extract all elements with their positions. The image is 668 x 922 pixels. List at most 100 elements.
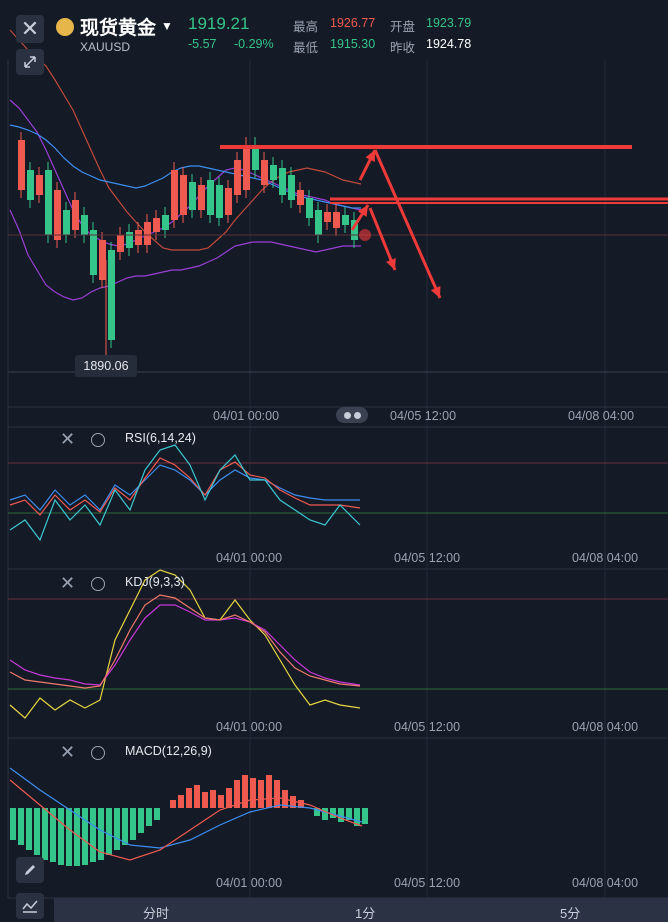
- kdj-k: [9, 604, 361, 686]
- macd-bar: [362, 808, 368, 824]
- macd-bar: [290, 796, 296, 808]
- close-icon[interactable]: ✕: [60, 429, 76, 449]
- candle-body: [54, 190, 61, 240]
- price-change: -5.57: [188, 37, 217, 51]
- candle-body: [135, 230, 142, 245]
- x-label: 04/08 04:00: [572, 551, 639, 565]
- dropdown-caret-icon[interactable]: ▼: [161, 19, 173, 33]
- rsi-line-24: [9, 464, 360, 511]
- indicator-icon: [22, 900, 38, 913]
- rsi-line-6: [9, 444, 361, 542]
- candle-body: [270, 165, 277, 180]
- period-tab-bar: [54, 898, 668, 922]
- candle-body: [198, 185, 205, 210]
- tab-1min[interactable]: 1分: [355, 906, 376, 921]
- current-price: 1919.21: [188, 14, 250, 33]
- candle-body: [189, 182, 196, 210]
- macd-bar: [146, 808, 152, 826]
- candle-body: [342, 215, 349, 225]
- arrow-head: [357, 205, 368, 217]
- macd-bar: [18, 808, 24, 845]
- candle-body: [252, 145, 259, 170]
- indicator-button[interactable]: [16, 893, 44, 919]
- high-value: 1926.77: [330, 16, 376, 30]
- arrow-head: [386, 258, 396, 270]
- candle-body: [297, 190, 304, 205]
- bb-lower: [9, 209, 361, 301]
- candle-body: [324, 212, 331, 222]
- rsi-line-14: [9, 457, 361, 516]
- gear-icon[interactable]: [91, 746, 105, 760]
- x-label: 04/01 00:00: [216, 720, 283, 734]
- candle-body: [234, 160, 241, 195]
- open-value: 1923.79: [426, 16, 472, 30]
- macd-bar: [322, 808, 328, 820]
- x-label: 04/08 04:00: [572, 720, 639, 734]
- bb-mid: [9, 99, 362, 247]
- macd-bar: [42, 808, 48, 860]
- gear-icon[interactable]: [91, 433, 105, 447]
- macd-bar: [354, 808, 360, 826]
- candle-body: [261, 160, 268, 185]
- macd-bar: [138, 808, 144, 833]
- candle-body: [108, 250, 115, 340]
- price-dot: [359, 229, 371, 241]
- draw-button[interactable]: [16, 857, 44, 883]
- macd-bar: [298, 800, 304, 808]
- open-label: 开盘: [390, 20, 416, 34]
- close-icon[interactable]: ✕: [60, 573, 76, 593]
- prev-close-label: 昨收: [390, 41, 416, 55]
- candle-body: [180, 175, 187, 215]
- macd-bar: [258, 780, 264, 808]
- macd-bar: [122, 808, 128, 845]
- candle-body: [351, 220, 358, 240]
- close-button[interactable]: ✕: [16, 15, 44, 43]
- macd-bar: [26, 808, 32, 850]
- macd-bar: [82, 808, 88, 865]
- tab-time-sharing[interactable]: 分时: [143, 906, 170, 921]
- macd-bar: [50, 808, 56, 862]
- scroll-handle[interactable]: [336, 407, 368, 423]
- candle-body: [207, 180, 214, 215]
- annotation-arrow: [373, 149, 442, 299]
- candle-body: [306, 198, 313, 218]
- rsi-title: RSI(6,14,24): [125, 431, 196, 445]
- x-label: 04/01 00:00: [216, 551, 283, 565]
- kdj-title: KDJ(9,3,3): [125, 575, 185, 589]
- candle-body: [171, 170, 178, 220]
- expand-button[interactable]: [16, 49, 44, 75]
- macd-bar: [58, 808, 64, 865]
- macd-bar: [194, 785, 200, 808]
- macd-dif: [9, 779, 363, 861]
- candle-body: [99, 240, 106, 280]
- macd-bar: [186, 788, 192, 808]
- close-icon[interactable]: ✕: [60, 742, 76, 762]
- macd-bar: [10, 808, 16, 840]
- macd-bar: [66, 808, 72, 866]
- instrument-symbol: XAUUSD: [80, 40, 131, 54]
- expand-icon: [24, 56, 36, 68]
- low-label: 最低: [293, 41, 319, 55]
- candle-body: [216, 185, 223, 218]
- candle-body: [63, 210, 70, 235]
- macd-bar: [266, 775, 272, 808]
- price-change-percent: -0.29%: [234, 37, 274, 51]
- macd-bar: [242, 775, 248, 808]
- macd-dea: [9, 767, 363, 849]
- candle-body: [90, 230, 97, 275]
- gold-coin-icon: [56, 18, 74, 36]
- candle-body: [126, 232, 133, 248]
- candle-body: [225, 188, 232, 215]
- macd-bar: [90, 808, 96, 862]
- kdj-d: [9, 594, 361, 689]
- macd-bar: [210, 790, 216, 808]
- gear-icon[interactable]: [91, 577, 105, 591]
- pencil-icon: [25, 865, 35, 875]
- macd-bar: [338, 808, 344, 822]
- instrument-title[interactable]: 现货黄金: [80, 18, 157, 39]
- macd-bar: [178, 795, 184, 808]
- x-label: 04/01 00:00: [216, 876, 283, 890]
- macd-bar: [218, 795, 224, 808]
- macd-bar: [274, 780, 280, 808]
- tab-5min[interactable]: 5分: [560, 906, 581, 921]
